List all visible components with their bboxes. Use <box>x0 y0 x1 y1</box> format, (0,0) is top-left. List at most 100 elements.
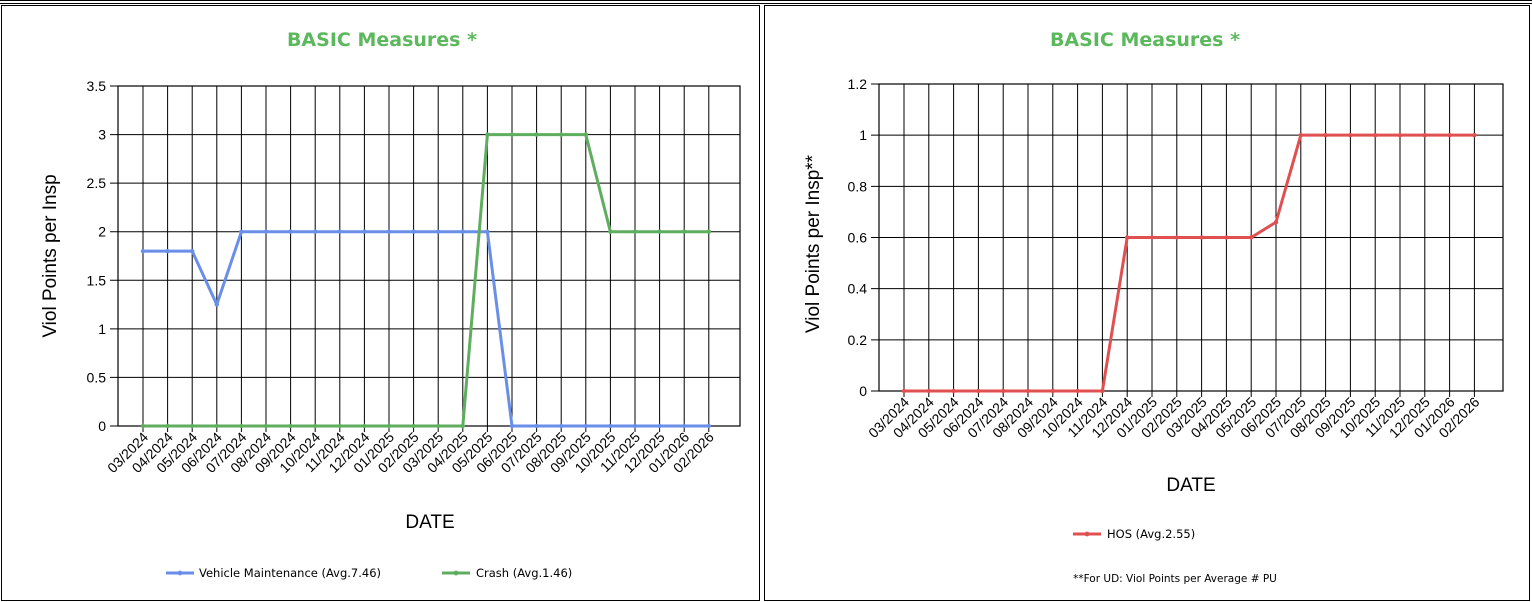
data-point <box>362 229 367 234</box>
data-point <box>583 132 588 137</box>
data-point <box>901 388 907 394</box>
data-point <box>1174 235 1179 240</box>
data-point <box>682 229 687 234</box>
data-point <box>214 423 219 429</box>
data-point <box>165 248 170 254</box>
data-point <box>608 423 613 429</box>
data-point <box>1224 235 1229 240</box>
data-point <box>337 229 342 234</box>
data-point <box>214 302 219 307</box>
data-point <box>337 423 342 429</box>
data-point <box>1323 132 1328 138</box>
data-point <box>926 388 931 394</box>
data-point <box>288 229 293 234</box>
data-point <box>1249 235 1254 240</box>
legend-label: Vehicle Maintenance (Avg.7.46) <box>199 566 381 580</box>
data-point <box>706 229 711 234</box>
y-tick-label: 2 <box>98 224 106 240</box>
data-point <box>313 423 318 429</box>
data-point <box>1075 388 1080 394</box>
data-point <box>1472 132 1477 138</box>
y-tick-label: 2.5 <box>87 175 107 191</box>
plot-area-border <box>117 85 741 427</box>
data-point <box>140 248 146 254</box>
data-point <box>190 248 195 254</box>
data-point <box>1025 388 1031 394</box>
data-point <box>1422 132 1427 138</box>
y-tick-label: 0 <box>859 383 867 399</box>
data-point <box>190 423 195 429</box>
data-point <box>460 229 465 234</box>
series-line-0 <box>143 230 709 428</box>
data-point <box>485 229 490 234</box>
legend-swatch-marker <box>1084 531 1090 537</box>
data-point <box>386 229 392 234</box>
series-line-1 <box>143 133 709 428</box>
data-point <box>239 423 244 429</box>
y-tick-label: 0.5 <box>87 369 107 385</box>
data-point <box>1373 132 1378 138</box>
data-point <box>239 229 244 234</box>
y-tick-label: 0.6 <box>848 230 868 246</box>
data-point <box>657 423 662 429</box>
data-point <box>632 423 638 429</box>
data-point <box>559 132 564 137</box>
chart-panel-left: BASIC Measures * 0 0.5 1 1.5 2 2.5 3 3.5 03/2024 0… <box>1 5 760 601</box>
data-point <box>1273 219 1279 225</box>
data-point <box>313 229 318 234</box>
line-chart-right: BASIC Measures *00.20.40.60.811.203/2024… <box>803 29 1504 585</box>
legend-swatch-marker <box>177 570 183 576</box>
data-point <box>1125 235 1130 240</box>
y-tick-label: 0.4 <box>848 281 868 297</box>
data-point <box>460 423 465 429</box>
legend-swatch-marker <box>453 570 459 576</box>
y-axis-title: Viol Points per Insp** <box>803 154 824 333</box>
data-point <box>657 229 662 234</box>
y-tick-label: 3.5 <box>87 78 107 94</box>
window-top-border <box>0 0 1532 4</box>
x-axis-title: DATE <box>405 512 454 533</box>
data-point <box>1100 388 1105 394</box>
data-point <box>509 423 515 429</box>
data-point <box>509 132 515 137</box>
legend-label: HOS (Avg.2.55) <box>1107 527 1195 541</box>
data-point <box>1001 388 1006 394</box>
data-point <box>411 423 416 429</box>
y-tick-label: 1.5 <box>87 272 107 288</box>
data-point <box>951 388 956 394</box>
y-tick-label: 1 <box>859 127 867 143</box>
data-point <box>1298 132 1303 138</box>
y-tick-label: 0.8 <box>848 178 868 194</box>
series-line-0 <box>904 133 1475 393</box>
data-point <box>263 229 269 234</box>
y-tick-label: 0 <box>98 418 106 434</box>
data-point <box>559 423 564 429</box>
data-point <box>436 423 441 429</box>
data-point <box>288 423 293 429</box>
data-point <box>411 229 416 234</box>
y-tick-label: 3 <box>98 127 106 143</box>
data-point <box>1149 235 1155 240</box>
data-point <box>485 132 490 137</box>
x-axis-title: DATE <box>1166 475 1215 496</box>
data-point <box>1199 235 1204 240</box>
data-point <box>1050 388 1055 394</box>
plot-area-border <box>878 83 1504 392</box>
chart-panel-right: BASIC Measures * 0 0.2 0.4 0.6 0.8 1 1.2 03/2024… <box>764 5 1530 601</box>
y-tick-label: 1.2 <box>848 76 868 92</box>
data-point <box>706 423 711 429</box>
data-point <box>583 423 588 429</box>
y-axis-title: Viol Points per Insp <box>40 174 61 337</box>
data-point <box>1447 132 1452 138</box>
data-point <box>386 423 392 429</box>
data-point <box>140 423 146 429</box>
line-chart-left: BASIC Measures *00.511.522.533.503/20240… <box>40 29 741 580</box>
data-point <box>436 229 441 234</box>
data-point <box>632 229 638 234</box>
data-point <box>165 423 170 429</box>
data-point <box>362 423 367 429</box>
chart-footnote: **For UD: Viol Points per Average # PU <box>1073 573 1277 585</box>
data-point <box>976 388 981 394</box>
data-point <box>1397 132 1403 138</box>
legend-label: Crash (Avg.1.46) <box>476 566 572 580</box>
